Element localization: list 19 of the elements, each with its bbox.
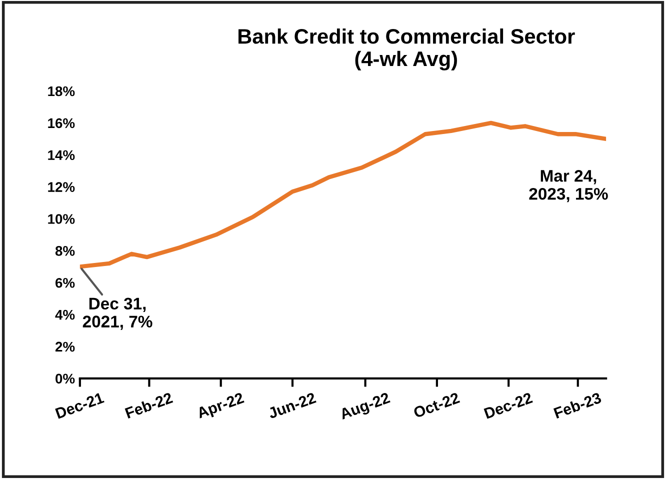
y-tick-label: 8% bbox=[55, 246, 75, 256]
y-tick-label: 16% bbox=[48, 118, 75, 128]
x-tick-label: Oct-22 bbox=[412, 392, 460, 418]
annotation: Mar 24, 2023, 15% bbox=[529, 170, 608, 202]
y-tick-label: 12% bbox=[48, 182, 75, 192]
y-tick-label: 10% bbox=[48, 214, 75, 224]
y-tick-label: 4% bbox=[55, 310, 75, 320]
y-tick-label: 14% bbox=[48, 150, 75, 160]
x-tick-label: Feb-22 bbox=[124, 392, 174, 419]
annotation: Dec 31, 2021, 7% bbox=[82, 298, 152, 330]
x-tick-label: Jun-22 bbox=[267, 392, 316, 419]
y-tick-label: 6% bbox=[55, 278, 75, 288]
x-tick-label: Feb-23 bbox=[553, 392, 602, 419]
y-tick-label: 0% bbox=[56, 374, 75, 384]
x-tick-label: Apr-22 bbox=[196, 392, 246, 422]
chart-title: Bank Credit to Commercial Sector (4-wk Avg) bbox=[238, 28, 575, 70]
y-tick-label: 18% bbox=[48, 86, 75, 96]
line-series bbox=[80, 120, 606, 269]
y-tick-label: 2% bbox=[55, 342, 75, 352]
